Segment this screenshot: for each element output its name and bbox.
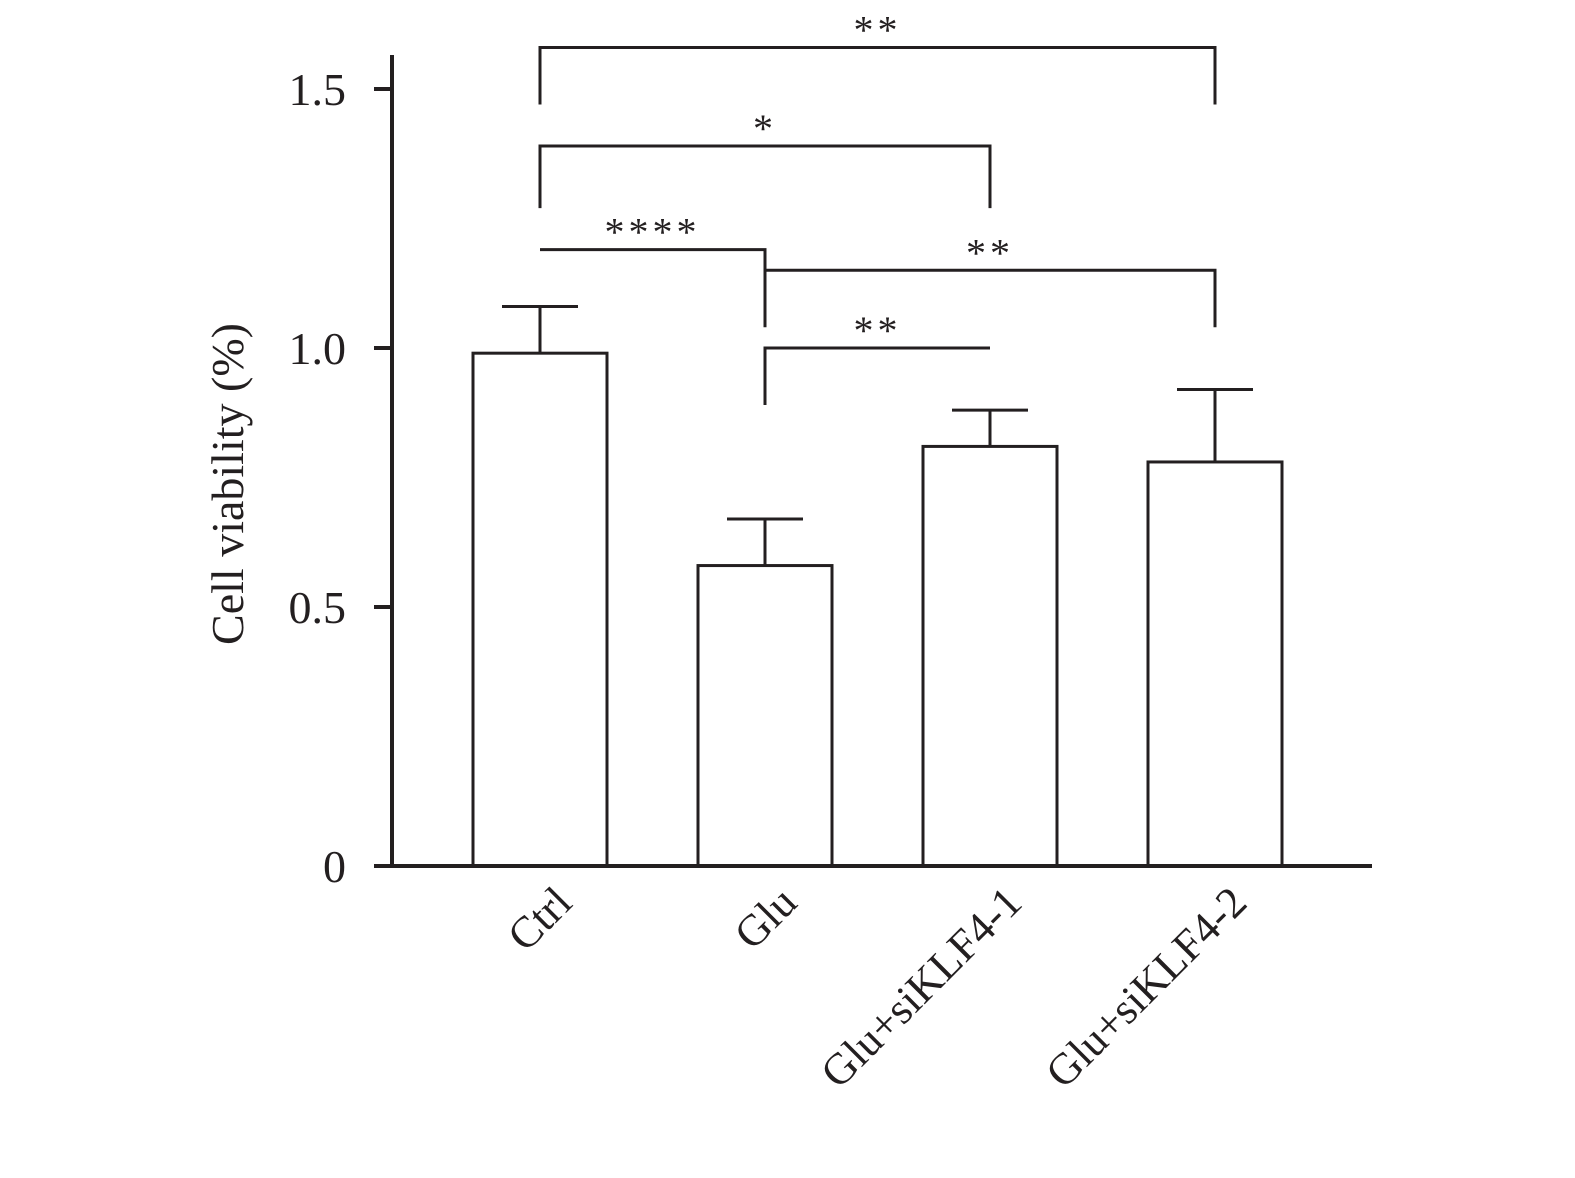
y-tick-label: 1.5 [289,64,347,115]
bars [471,351,1284,868]
significance-label: ** [966,230,1014,275]
significance-bracket [540,248,767,307]
x-category-label: Glu [725,877,806,958]
x-axis-category-labels: Ctrl Glu Glu+siKLF4-1 Glu+siKLF4-2 [498,877,1256,1097]
significance-label: ** [854,308,902,353]
y-axis-ticks: 0 0.5 1.0 1.5 [289,64,392,892]
y-tick-label: 1.0 [289,323,347,374]
bar-2 [696,564,834,868]
x-category-label: Ctrl [498,877,581,960]
significance-bracket [538,144,992,209]
y-axis-label: Cell viability (%) [202,323,253,645]
bar-3 [921,444,1059,868]
significance-bracket [538,46,1217,105]
y-tick-label: 0 [323,841,346,892]
error-bars [502,305,1253,566]
x-category-label: Glu+siKLF4-1 [811,877,1031,1097]
significance-bracket [763,268,1217,328]
x-category-label: Glu+siKLF4-2 [1036,877,1256,1097]
significance-bracket [763,346,990,405]
significance-label: **** [605,210,701,255]
y-tick-label: 0.5 [289,582,347,633]
bar-1 [471,351,609,868]
significance-brackets: *********** [538,8,1217,405]
bar-4 [1146,460,1284,868]
significance-label: * [753,106,777,151]
significance-label: ** [854,8,902,53]
